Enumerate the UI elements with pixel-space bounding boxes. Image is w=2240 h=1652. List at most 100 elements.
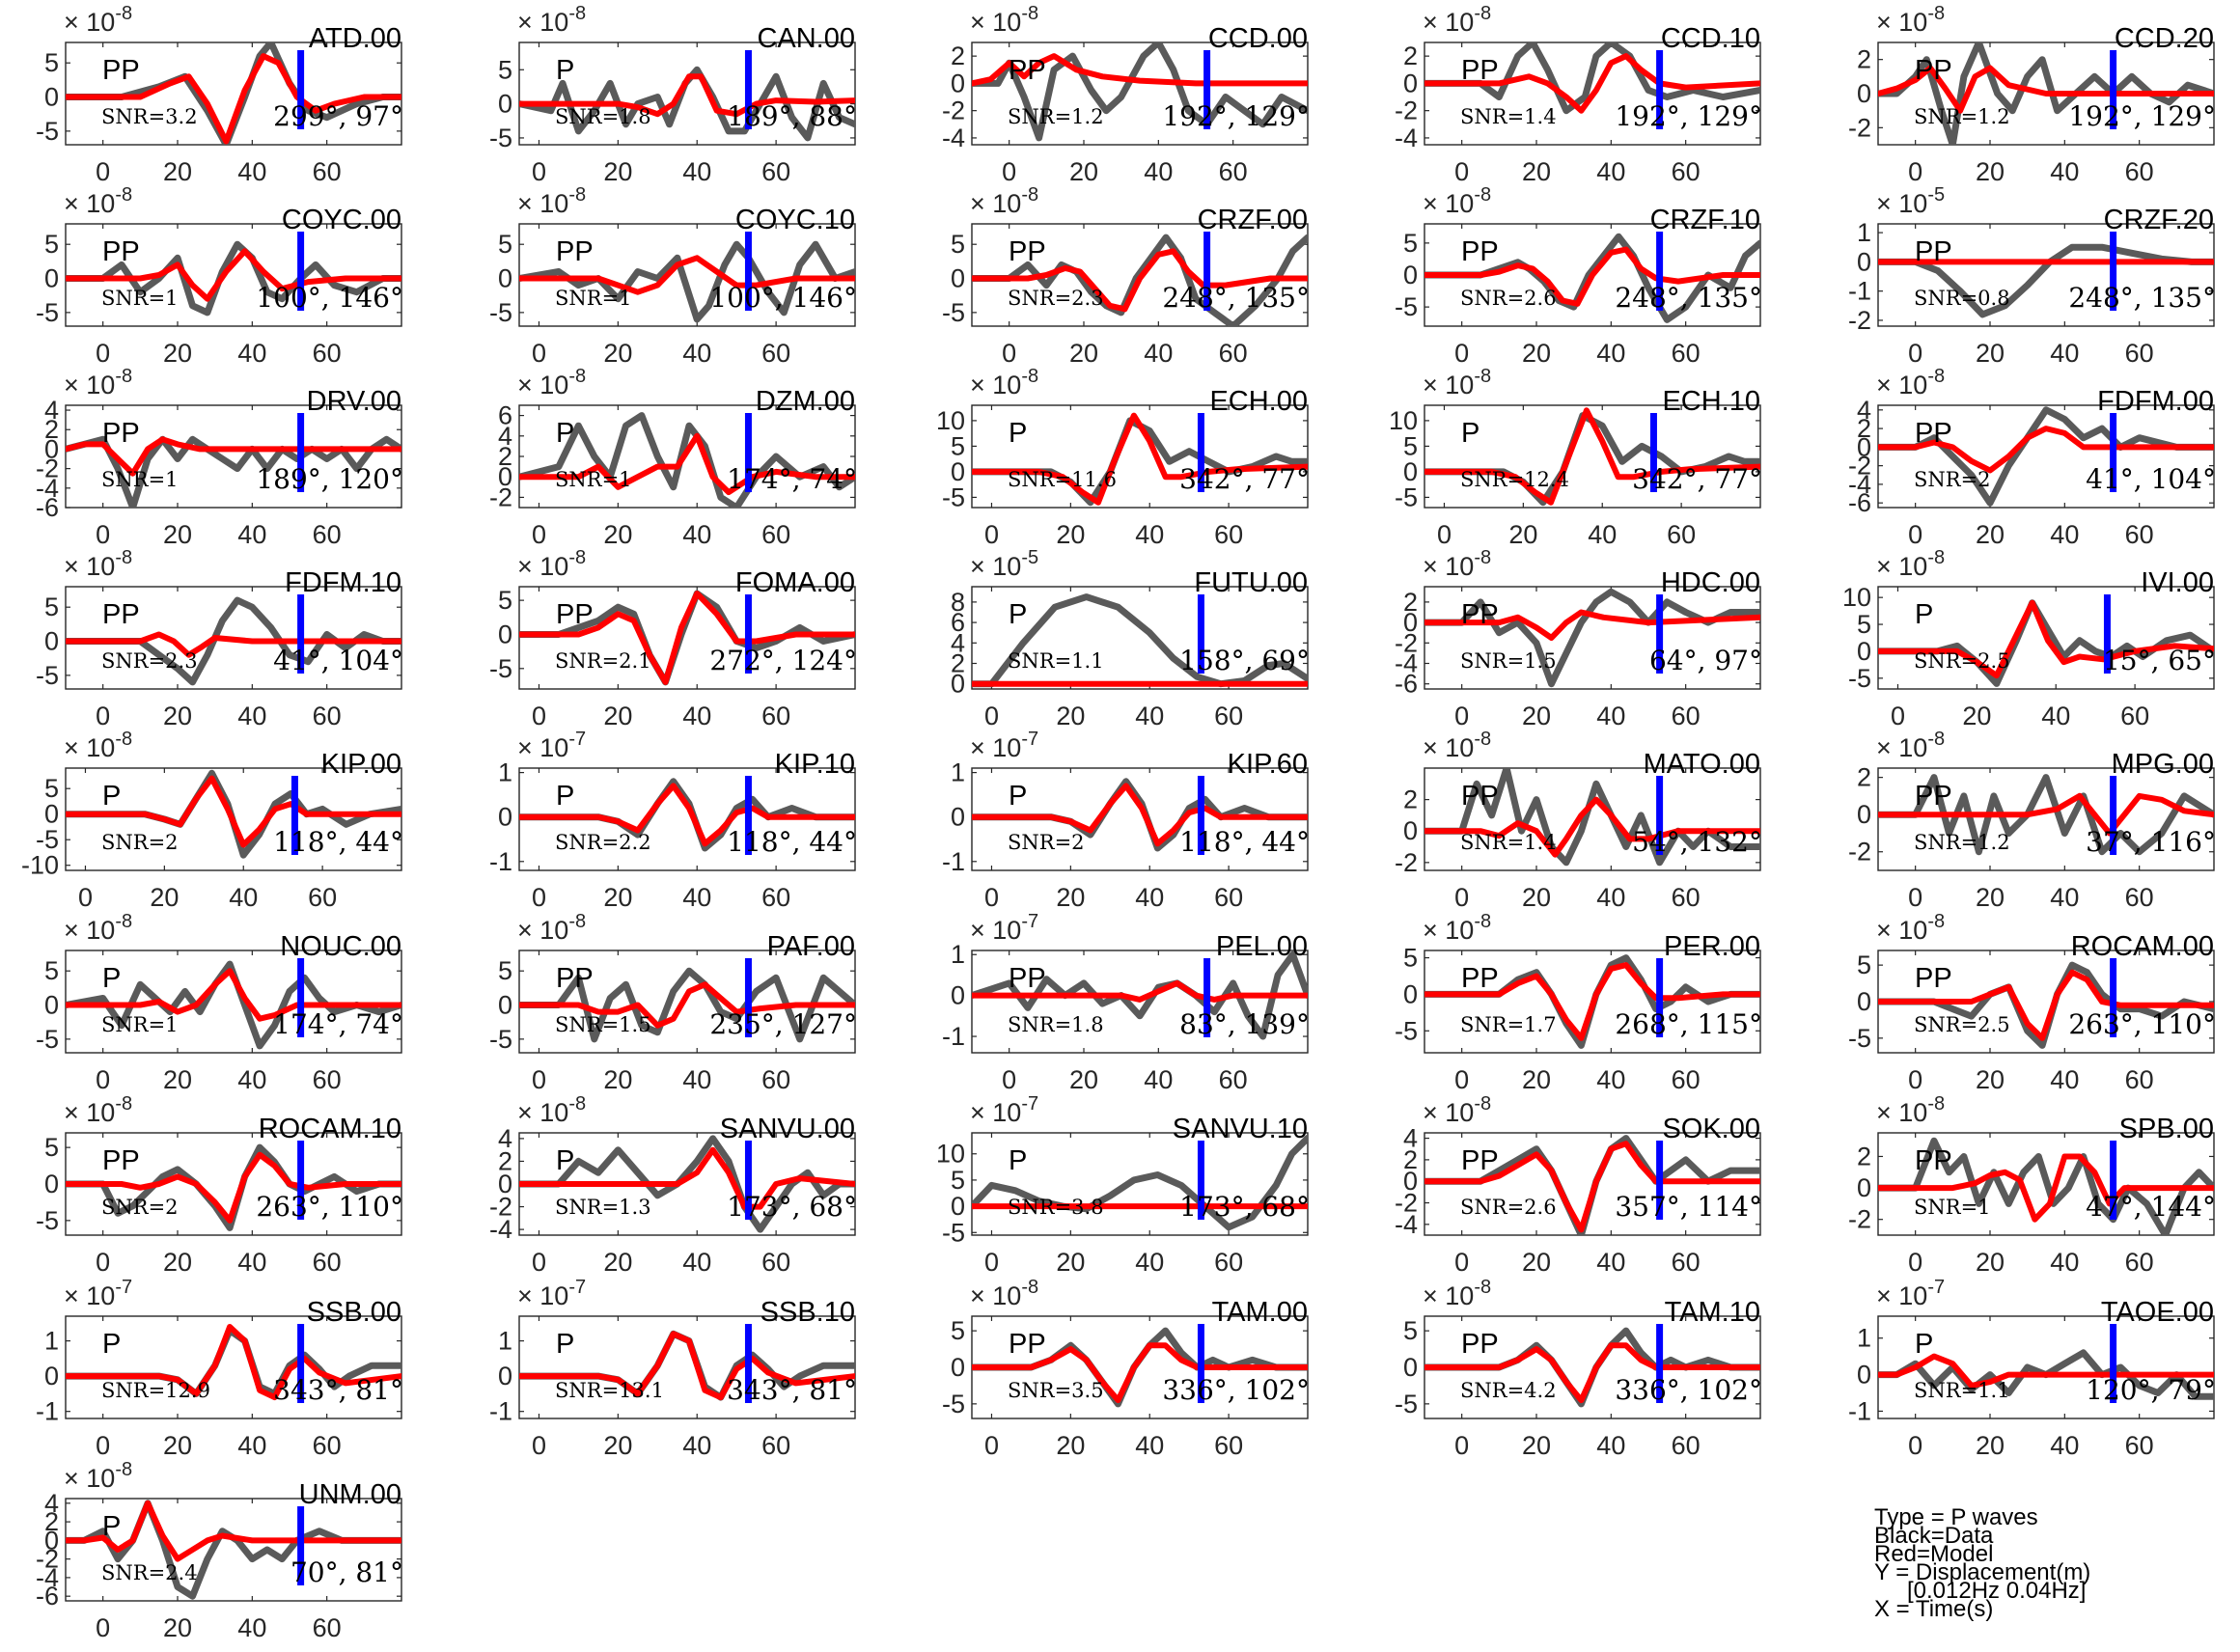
legend-band: [0.012Hz 0.04Hz] xyxy=(1907,1578,2086,1604)
y-tick-label: 2 xyxy=(951,41,965,70)
y-tick-label: 2 xyxy=(498,442,512,471)
x-tick-label: 60 xyxy=(1672,339,1701,368)
snr-label: SNR=2.1 xyxy=(555,649,651,673)
x-tick-label: 0 xyxy=(984,1248,999,1277)
y-exponent-label: × 10-8 xyxy=(970,1277,1038,1310)
y-tick-label: 2 xyxy=(1403,588,1418,617)
snr-label: SNR=1 xyxy=(1914,1196,1991,1219)
y-tick-label: 5 xyxy=(1857,950,1871,979)
x-tick-label: 40 xyxy=(682,1431,711,1460)
x-tick-label: 20 xyxy=(163,339,192,368)
x-tick-label: 40 xyxy=(237,520,266,549)
x-tick-label: 40 xyxy=(1135,1248,1164,1277)
model-trace xyxy=(1878,792,2214,837)
data-trace xyxy=(519,967,855,1043)
x-tick-label: 0 xyxy=(984,1431,999,1460)
x-tick-label: 60 xyxy=(1214,1431,1243,1460)
model-trace xyxy=(1878,426,2214,474)
snr-label: SNR=1.8 xyxy=(555,105,651,128)
y-tick-label: 0 xyxy=(498,462,512,491)
panel-tam-10: -5 0 5 0 20 40 60 × 10-8 PP TAM.10 SNR=4.2 336°, 10… xyxy=(1395,1277,1762,1460)
y-tick-label: 0 xyxy=(498,264,512,293)
station-label: SPB.00 xyxy=(2119,1114,2214,1144)
x-tick-label: 40 xyxy=(1135,883,1164,912)
x-tick-label: 60 xyxy=(2125,339,2154,368)
model-trace xyxy=(519,255,855,295)
station-label: CRZF.10 xyxy=(1650,205,1760,235)
x-tick-label: 40 xyxy=(1596,339,1625,368)
phase-label: P xyxy=(102,963,121,994)
y-tick-label: -5 xyxy=(489,1025,512,1054)
x-tick-label: 20 xyxy=(163,1248,192,1277)
traces xyxy=(972,42,1308,142)
traces xyxy=(1878,774,2214,856)
x-tick-label: 20 xyxy=(163,520,192,549)
x-tick-label: 40 xyxy=(2050,1431,2079,1460)
station-label: DZM.00 xyxy=(756,386,855,417)
snr-label: SNR=2.3 xyxy=(1008,287,1104,310)
station-label: CCD.00 xyxy=(1208,23,1308,54)
y-exponent-label: × 10-8 xyxy=(64,1093,132,1127)
angles-label: 336°, 102° xyxy=(1162,1374,1310,1406)
snr-label: SNR=1.4 xyxy=(1460,105,1557,128)
phase-label: P xyxy=(102,1511,121,1542)
station-label: FUTU.00 xyxy=(1194,567,1308,598)
x-tick-label: 60 xyxy=(1219,157,1248,186)
x-tick-label: 40 xyxy=(682,157,711,186)
y-tick-label: 0 xyxy=(44,434,59,463)
station-label: KIP.60 xyxy=(1228,749,1308,780)
y-tick-label: -6 xyxy=(36,1582,59,1611)
x-tick-label: 0 xyxy=(1454,1065,1469,1094)
phase-label: PP xyxy=(102,1145,140,1176)
x-tick-label: 20 xyxy=(1976,1431,2005,1460)
angles-label: 263°, 110° xyxy=(2068,1008,2216,1040)
data-trace xyxy=(1424,42,1760,115)
y-tick-label: -2 xyxy=(1395,1189,1418,1218)
station-label: ATD.00 xyxy=(309,23,401,54)
traces xyxy=(519,1330,855,1401)
angles-label: 336°, 102° xyxy=(1615,1374,1762,1406)
x-tick-label: 40 xyxy=(1144,339,1173,368)
y-tick-label: 1 xyxy=(1857,218,1871,247)
y-exponent-label: × 10-8 xyxy=(1876,547,1945,581)
snr-label: SNR=1.1 xyxy=(1008,649,1104,673)
y-tick-label: -4 xyxy=(1848,470,1871,499)
x-tick-label: 20 xyxy=(1522,1431,1551,1460)
x-tick-label: 20 xyxy=(1976,1248,2005,1277)
angles-label: 64°, 97° xyxy=(1649,645,1762,676)
traces xyxy=(519,1135,855,1233)
x-tick-label: 0 xyxy=(96,157,110,186)
traces xyxy=(519,967,855,1043)
y-tick-label: -1 xyxy=(1848,277,1871,306)
y-tick-label: 0 xyxy=(44,627,59,656)
x-tick-label: 40 xyxy=(237,1065,266,1094)
x-tick-label: 40 xyxy=(1596,1065,1625,1094)
x-tick-label: 60 xyxy=(313,339,342,368)
y-tick-label: -2 xyxy=(1395,628,1418,657)
phase-label: P xyxy=(556,418,574,449)
snr-label: SNR=2 xyxy=(1914,468,1991,491)
traces xyxy=(1424,233,1760,323)
y-tick-label: -5 xyxy=(36,117,59,146)
data-trace xyxy=(972,42,1308,142)
axes-box xyxy=(1877,223,2215,327)
y-tick-label: -5 xyxy=(36,298,59,327)
x-tick-label: 20 xyxy=(1069,339,1098,368)
traces xyxy=(66,42,401,145)
y-exponent-label: × 10-8 xyxy=(64,3,132,37)
x-tick-label: 40 xyxy=(682,702,711,730)
y-tick-label: 5 xyxy=(951,230,965,259)
legend-type: Type = P waves xyxy=(1874,1504,2038,1530)
snr-label: SNR=2.5 xyxy=(1914,1013,2010,1036)
traces xyxy=(66,1324,401,1401)
traces xyxy=(972,1327,1308,1408)
y-tick-label: -4 xyxy=(1395,124,1418,152)
y-tick-label: -2 xyxy=(1848,113,1871,142)
station-label: SANVU.00 xyxy=(720,1114,855,1144)
traces xyxy=(1424,1327,1760,1408)
y-tick-label: 4 xyxy=(44,1489,59,1518)
